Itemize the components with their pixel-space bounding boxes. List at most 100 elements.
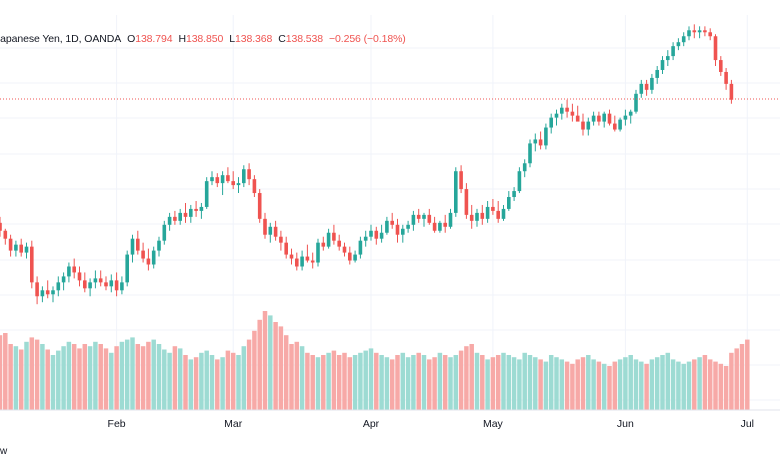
time-axis-label: Mar [224,418,243,430]
candle-body [321,242,326,247]
candle-body [342,246,347,253]
volume-bar [506,355,512,410]
candle-body [655,69,659,78]
volume-bar [543,361,549,410]
candle-body [45,290,50,295]
candle-body [136,238,140,251]
candle-body [141,250,145,259]
candle-body [104,282,108,287]
candle-body [459,171,463,190]
volume-bar [416,352,421,410]
candle-body [628,111,633,116]
volume-bar [103,348,109,410]
candle-body [634,93,638,112]
volume-bar [538,359,543,410]
volume-bar [177,348,183,410]
candle-body [247,169,251,180]
volume-bar [692,359,697,410]
volume-bar [77,348,82,410]
candle-body [151,250,156,265]
candle-body [448,212,453,227]
volume-bar [670,359,676,410]
candle-body [114,280,119,291]
candle-body [157,240,161,251]
candle-body [512,191,516,198]
volume-bar [225,350,231,410]
candle-body [586,121,591,130]
volume-bar [554,357,559,410]
symbol-legend: Japanese Yen, 1D, OANDA O138.794 H138.85… [0,33,406,45]
candle-body [146,258,151,265]
volume-bar [570,363,575,410]
candle-body [438,222,442,231]
candle-body [369,230,373,237]
candle-body [390,220,394,225]
volume-bar [0,335,3,410]
volume-bar [389,359,395,410]
volume-bar [241,346,247,410]
candle-body [24,246,29,253]
candle-body [363,236,368,241]
candle-body [379,232,384,239]
candle-body [581,121,585,130]
volume-bar [644,363,649,410]
candle-body [289,254,294,259]
volume-bar [384,357,390,410]
candle-body [411,214,416,225]
volume-bar [575,359,580,410]
volume-bar [490,357,496,410]
volume-bar [124,339,130,410]
candle-body [61,276,66,283]
candle-body [358,240,363,255]
candle-body [591,115,596,122]
volume-bar [156,344,162,410]
candle-body [257,193,262,219]
candle-body [226,175,230,182]
volume-bar [522,352,527,410]
volume-bar [501,352,506,410]
volume-bar [172,346,178,410]
symbol-name[interactable]: Japanese Yen, 1D, OANDA [0,33,122,45]
candle-body [528,143,532,164]
volume-bar [654,357,660,410]
candle-body [724,71,728,84]
volume-bar [601,363,607,410]
volume-bar [273,322,278,410]
candles [0,24,734,305]
candle-body [538,139,543,146]
candle-body [194,208,198,211]
candle-body [189,208,193,217]
candle-body [178,212,182,221]
volume-bar [448,357,453,410]
volume-bar [729,352,734,410]
bottom-toolbar-text[interactable]: w [0,446,8,457]
volume-bar [511,357,517,410]
candle-body [167,216,172,225]
open-group: O138.794 [127,33,172,45]
candle-body [326,232,331,247]
candle-body [210,177,214,182]
low-group: L138.368 [229,33,272,45]
volume-bar [702,355,708,410]
volume-bar [469,344,474,410]
close-group: C138.538 [278,33,323,45]
candle-body [713,36,718,61]
volume-bar [395,355,400,410]
candle-body [639,83,644,94]
candle-body [77,272,82,281]
candle-body [14,244,18,251]
low-label: L [229,33,235,45]
high-group: H138.850 [178,33,223,45]
candle-body [3,230,8,239]
volume-bar [278,326,284,410]
volume-bar [363,350,368,410]
volume-bar [82,344,88,410]
volume-bar [633,359,639,410]
volume-bar [61,346,66,410]
candle-body [263,218,267,235]
candle-body [300,256,304,267]
volume-bar [93,341,98,410]
candle-body [602,113,606,122]
